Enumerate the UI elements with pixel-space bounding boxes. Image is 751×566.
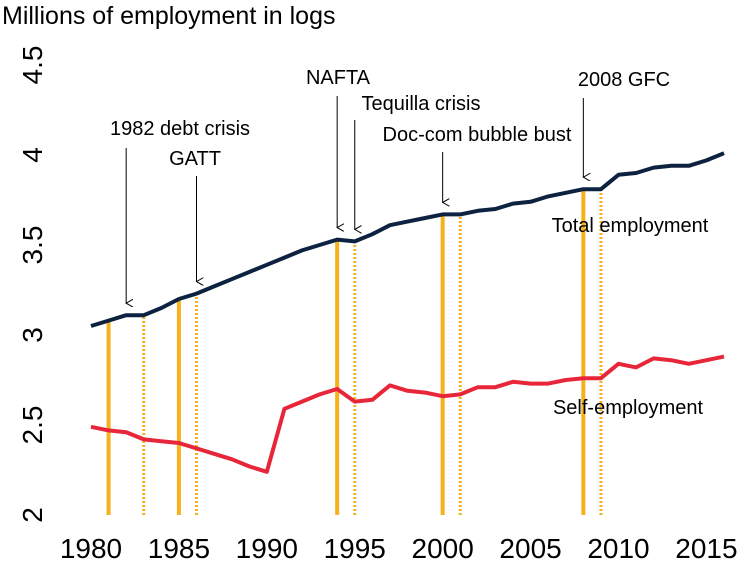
y-tick-label: 4.5 [17,46,48,85]
series-line [90,354,725,474]
annotation: GATT [169,148,221,170]
series-label: Total employment [552,215,709,237]
x-tick-label: 1980 [60,533,122,564]
annotation: 2008 GFC [578,69,670,91]
chart-title: Millions of employment in logs [2,2,335,30]
annotation: NAFTA [306,67,371,89]
y-tick-label: 4 [17,147,48,163]
x-tick-label: 2005 [499,533,561,564]
x-tick-label: 2010 [587,533,649,564]
y-tick-label: 3 [17,327,48,343]
x-tick-label: 2015 [675,533,737,564]
annotation: Tequilla crisis [362,93,481,115]
y-tick-label: 2 [17,507,48,523]
x-tick-label: 2000 [412,533,474,564]
annotation: Doc-com bubble bust [383,124,572,146]
y-tick-label: 2.5 [17,406,48,445]
y-tick-label: 3.5 [17,226,48,265]
x-tick-label: 1985 [148,533,210,564]
annotation: 1982 debt crisis [110,118,250,140]
x-tick-label: 1990 [236,533,298,564]
series-label: Self-employment [553,397,704,419]
x-tick-label: 1995 [324,533,386,564]
series-line [90,151,725,328]
